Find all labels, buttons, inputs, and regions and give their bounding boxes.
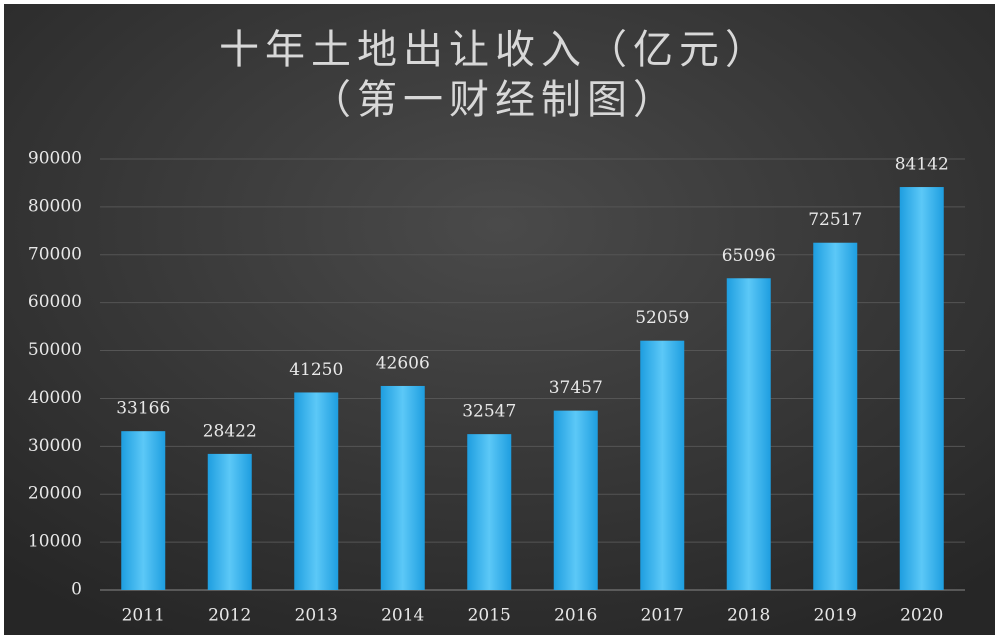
x-tick-label: 2019 <box>814 606 857 626</box>
bar <box>553 410 598 590</box>
data-label: 33166 <box>116 399 170 419</box>
data-label: 37457 <box>549 378 603 398</box>
bar <box>726 278 771 590</box>
data-label: 28422 <box>203 421 257 441</box>
data-label: 41250 <box>289 360 343 380</box>
y-tick-label: 0 <box>71 580 82 600</box>
bar <box>207 453 252 590</box>
bar <box>640 340 685 590</box>
data-label: 72517 <box>808 210 862 230</box>
y-tick-label: 80000 <box>28 196 82 216</box>
data-label: 84142 <box>895 155 949 175</box>
y-tick-label: 60000 <box>28 292 82 312</box>
y-tick-label: 50000 <box>28 340 82 360</box>
bar <box>121 431 166 590</box>
y-tick-label: 90000 <box>28 149 82 169</box>
chart-subtitle: （第一财经制图） <box>311 77 679 123</box>
x-tick-label: 2013 <box>295 606 338 626</box>
bar <box>380 385 425 590</box>
x-tick-label: 2011 <box>122 606 165 626</box>
x-tick-label: 2017 <box>641 606 684 626</box>
x-tick-label: 2015 <box>468 606 511 626</box>
x-tick-label: 2012 <box>208 606 251 626</box>
chart-title: 十年土地出让收入（亿元） <box>219 27 771 73</box>
x-tick-label: 2014 <box>381 606 424 626</box>
y-tick-label: 40000 <box>28 388 82 408</box>
data-label: 52059 <box>635 308 689 328</box>
y-tick-label: 20000 <box>28 484 82 504</box>
y-tick-label: 70000 <box>28 244 82 264</box>
bar <box>899 187 944 590</box>
data-label: 42606 <box>376 353 430 373</box>
x-tick-label: 2020 <box>900 606 943 626</box>
bar <box>294 392 339 590</box>
y-tick-label: 10000 <box>28 532 82 552</box>
y-tick-label: 30000 <box>28 436 82 456</box>
x-tick-label: 2018 <box>727 606 770 626</box>
bar <box>467 434 512 590</box>
bar <box>813 242 858 590</box>
data-label: 65096 <box>722 246 776 266</box>
data-label: 32547 <box>462 402 516 422</box>
x-tick-label: 2016 <box>554 606 597 626</box>
